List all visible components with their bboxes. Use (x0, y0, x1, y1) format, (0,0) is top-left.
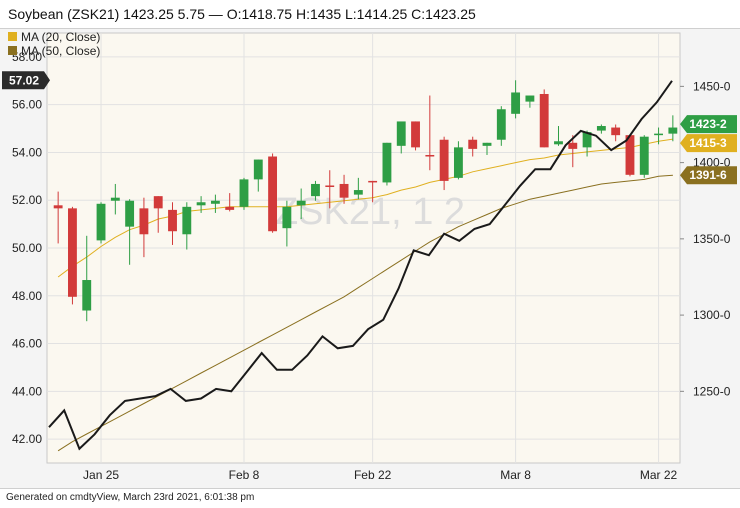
price-marker-tag (680, 115, 737, 134)
left-current-label: 57.02 (9, 73, 39, 87)
left-tick-label: 56.00 (12, 98, 42, 112)
candle-body (210, 200, 220, 204)
candle-body (425, 154, 435, 157)
candle-body (296, 200, 306, 206)
right-tick-label: 1350-0 (693, 232, 731, 246)
candle-body (525, 95, 535, 102)
chart-title: Soybean (ZSK21) 1423.25 5.75 — O:1418.75… (8, 6, 476, 22)
candle-body (539, 93, 549, 148)
left-axis: 42.00 44.00 46.00 48.00 50.00 52.00 54.00 56.00… (12, 50, 42, 446)
left-tick-label: 48.00 (12, 289, 42, 303)
legend-label: MA (50, Close) (21, 44, 100, 58)
chart-header: Soybean (ZSK21) 1423.25 5.75 — O:1418.75… (0, 0, 740, 29)
x-tick-label: Feb 22 (354, 468, 392, 482)
candle-body (125, 200, 135, 227)
candle-body (368, 180, 378, 183)
left-tick-label: 44.00 (12, 384, 42, 398)
ma20-series (57, 138, 673, 278)
candle-body (468, 139, 478, 149)
candle-body (53, 205, 63, 209)
left-tick-label: 54.00 (12, 145, 42, 159)
candle-body (382, 142, 392, 183)
left-current-tag (2, 71, 50, 90)
price-markers: 57.02 1423-2 1415-3 1391-6 (2, 71, 737, 185)
price-marker-label: 1391-6 (689, 168, 727, 182)
legend: MA (20, Close)MA (50, Close) (8, 30, 100, 58)
candle-body (239, 179, 249, 207)
x-tick-label: Jan 25 (83, 468, 119, 482)
grid (47, 33, 680, 463)
candle-body (196, 202, 206, 206)
candle-body (511, 92, 521, 114)
candle-body (68, 208, 77, 297)
x-tick-label: Mar 8 (500, 468, 531, 482)
ma20-line (57, 138, 673, 278)
candles (53, 80, 678, 322)
candle-body (668, 127, 678, 134)
left-tick-label: 52.00 (12, 193, 42, 207)
price-marker-label: 1423-2 (689, 117, 727, 131)
price-chart[interactable]: ZSK21, 1 2 42.00 44.00 46.00 48.00 50.00 52.0… (0, 28, 740, 488)
candle-body (325, 185, 335, 188)
left-tick-label: 58.00 (12, 50, 42, 64)
candle-body (182, 206, 192, 235)
right-tick-label: 1300-0 (693, 308, 731, 322)
candle-body (353, 190, 363, 195)
footer-text: Generated on cmdtyView, March 23rd 2021,… (6, 492, 255, 503)
candle-body (396, 121, 406, 146)
candle-body (654, 133, 663, 136)
candle-body (139, 208, 149, 235)
left-tick-label: 46.00 (12, 337, 42, 351)
legend-swatch (8, 32, 17, 41)
candle-body (253, 159, 263, 180)
candle-body (153, 196, 163, 209)
right-tick-label: 1250-0 (693, 384, 731, 398)
price-marker-label: 1415-3 (689, 136, 727, 150)
candle-body (282, 206, 292, 229)
candle-body (453, 147, 463, 178)
x-tick-label: Feb 8 (229, 468, 260, 482)
candle-body (554, 141, 563, 145)
candle-body (639, 136, 649, 175)
legend-swatch (8, 46, 17, 55)
close-line (48, 80, 673, 451)
x-axis: Jan 25 Feb 8 Feb 22 Mar 8 Mar 22 (83, 468, 678, 482)
candle-body (611, 127, 621, 136)
candle-body (82, 280, 92, 311)
candle-body (96, 203, 106, 241)
candle-body (625, 135, 635, 175)
candle-body (168, 209, 177, 232)
candle-body (596, 126, 606, 131)
right-tick-label: 1450-0 (693, 79, 731, 93)
candle-body (482, 142, 492, 146)
candle-body (568, 142, 578, 149)
price-marker-tag (680, 166, 737, 185)
close-line-series (48, 80, 673, 451)
x-tick-label: Mar 22 (640, 468, 678, 482)
footer: Generated on cmdtyView, March 23rd 2021,… (0, 488, 740, 508)
left-tick-label: 50.00 (12, 241, 42, 255)
candle-body (411, 121, 420, 148)
candle-body (439, 139, 449, 181)
candle-body (268, 156, 278, 232)
candle-body (225, 206, 235, 210)
right-axis: 1250-0 1300-0 1350-0 1400-0 1450-0 (680, 79, 731, 398)
price-marker-tag (680, 134, 737, 153)
legend-label: MA (20, Close) (21, 30, 100, 44)
candle-body (311, 183, 320, 197)
watermark: ZSK21, 1 2 (275, 191, 465, 233)
right-tick-label: 1400-0 (693, 156, 731, 170)
left-tick-label: 42.00 (12, 432, 42, 446)
candle-body (110, 197, 120, 201)
candle-body (582, 132, 592, 148)
candle-body (339, 183, 349, 198)
candle-body (496, 109, 506, 140)
